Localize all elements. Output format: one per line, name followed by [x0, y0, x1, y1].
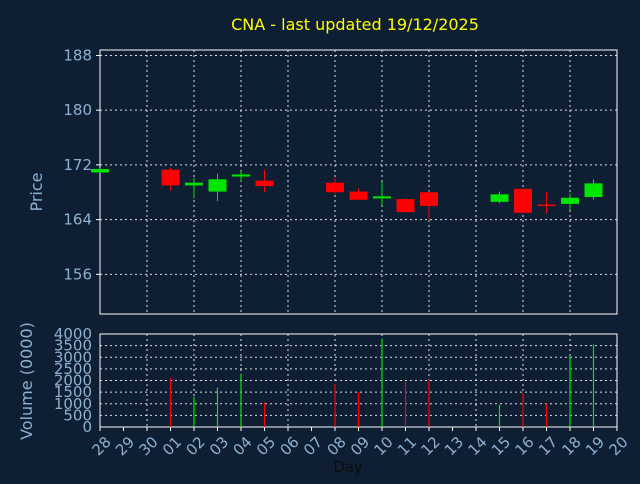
candle-body	[91, 169, 109, 173]
candle-body	[161, 169, 180, 186]
volume-axis-label: Volume (0000)	[17, 322, 36, 440]
volume-ytick-label: 0	[82, 418, 92, 436]
price-ytick-label: 156	[63, 265, 92, 283]
candle-body	[232, 174, 250, 177]
price-ytick-label: 180	[63, 101, 92, 119]
candle-body	[373, 196, 391, 199]
candle-body	[326, 182, 344, 193]
price-ytick-label: 172	[63, 156, 92, 174]
candle-body	[396, 199, 415, 213]
volume-ytick-label: 3500	[54, 337, 92, 355]
price-frame	[99, 49, 618, 315]
candle-body	[514, 188, 532, 213]
price-ytick-label: 164	[63, 211, 92, 229]
candle-body	[537, 204, 556, 207]
volume-ytick-label: 2500	[54, 360, 92, 378]
chart-title: CNA - last updated 19/12/2025	[231, 15, 479, 34]
volume-ytick-label: 2000	[54, 372, 92, 390]
candle-body	[420, 192, 438, 206]
candle-body	[208, 179, 227, 192]
volume-ytick-label: 4000	[54, 325, 92, 343]
volume-ytick-label: 1500	[54, 383, 92, 401]
price-panel: 156 164 172 180 188	[63, 46, 618, 315]
x-axis-label: Day	[333, 458, 363, 476]
volume-ytick-label: 3000	[54, 348, 92, 366]
candle-body	[561, 197, 579, 204]
candle-body	[490, 194, 509, 202]
price-ytick-label: 188	[63, 46, 92, 64]
candle-body	[255, 180, 274, 187]
candle-body	[185, 182, 203, 186]
price-axis-label: Price	[27, 172, 46, 211]
volume-ytick-label: 1000	[54, 395, 92, 413]
candle-body	[349, 191, 368, 200]
volume-ytick-label: 500	[63, 406, 92, 424]
candle-body	[584, 183, 603, 198]
